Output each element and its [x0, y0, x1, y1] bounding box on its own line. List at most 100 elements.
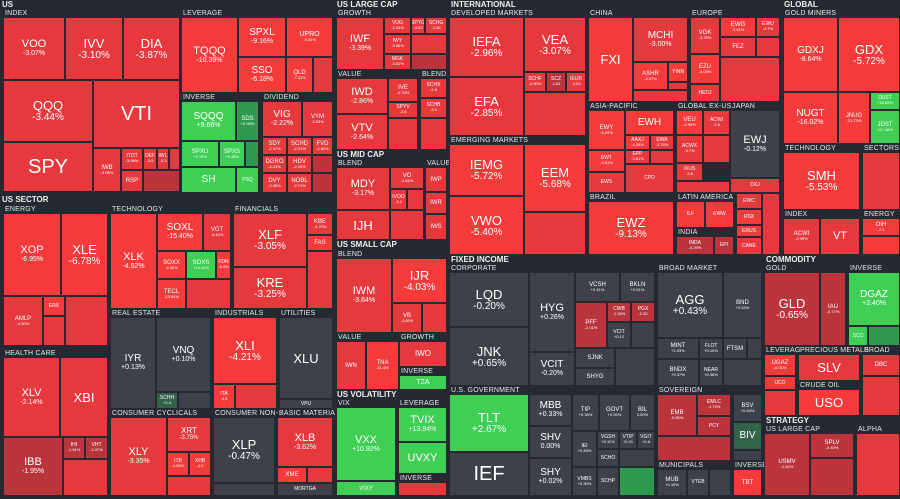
section-header-usmidcap[interactable]: US MID CAP — [337, 150, 385, 159]
tile-sco[interactable]: SCO — [848, 326, 868, 346]
section-header-latam[interactable]: LATIN AMERICA — [678, 194, 734, 201]
tile-xli[interactable]: XLI -4.21% — [213, 317, 277, 384]
tile-unlabeled[interactable] — [720, 57, 780, 102]
section-header-index2[interactable]: INDEX — [785, 211, 808, 218]
tile-tna[interactable]: TNA -11.4% — [366, 341, 399, 390]
tile-qld[interactable]: QLD -7.03% — [286, 57, 313, 93]
tile-ieur[interactable]: IEUR -3.03 — [566, 72, 586, 92]
section-header-leverage3[interactable]: LEVERAGE — [400, 400, 440, 407]
tile-vo[interactable]: VO -2.81% — [390, 167, 424, 189]
tile-iefa[interactable]: IEFA -2.96% — [449, 17, 524, 77]
section-header-commodity[interactable]: COMMODITY — [766, 255, 816, 264]
section-header-globalexus[interactable]: GLOBAL EX-US — [678, 103, 732, 110]
tile-schb[interactable]: SCHB -3.0 — [420, 98, 447, 118]
section-header-municipals[interactable]: MUNICIPALS — [659, 462, 704, 469]
tile-dxj[interactable]: DXJ — [730, 178, 780, 193]
section-header-realestate[interactable]: REAL ESTATE — [112, 310, 161, 317]
tile-tlt[interactable]: TLT +2.67% — [449, 394, 529, 452]
tile-oef[interactable]: OEF -3.5 — [143, 148, 157, 170]
tile-unlabeled[interactable] — [407, 189, 424, 210]
tile-spxu[interactable]: SPXU +9.19% — [181, 141, 219, 167]
tile-pff[interactable]: PFF -2.01% — [575, 302, 607, 348]
section-header-value3[interactable]: VALUE — [338, 334, 362, 341]
tile-unlabeled[interactable] — [65, 296, 108, 346]
section-header-vix[interactable]: VIX — [338, 400, 350, 407]
tile-iwn[interactable]: IWN — [336, 341, 366, 390]
tile-ews[interactable]: EWS — [588, 172, 625, 193]
tile-vnq[interactable]: VNQ +0.10% — [156, 317, 211, 392]
tile-schx[interactable]: SCHX -2.9 — [420, 78, 447, 98]
tile-gld[interactable]: GLD -0.65% — [764, 272, 820, 346]
section-header-europe[interactable]: EUROPE — [692, 10, 723, 17]
tile-iwr[interactable]: IWR — [425, 192, 447, 214]
tile-unlabeled[interactable] — [747, 338, 762, 359]
tile-unlabeled[interactable] — [657, 436, 731, 461]
tile-mdy[interactable]: MDY -3.17% — [336, 167, 390, 210]
tile-ewu[interactable]: EWU -3.7% — [756, 17, 780, 37]
section-header-growth3[interactable]: GROWTH — [401, 334, 435, 341]
tile-mchi[interactable]: MCHI -3.00% — [633, 17, 688, 62]
tile-lqd[interactable]: LQD -0.20% — [449, 272, 529, 327]
tile-soxs[interactable]: SOXS +14.13% — [186, 251, 216, 279]
tile-vig[interactable]: VIG -2.22% — [262, 101, 302, 137]
section-header-ussmallcap[interactable]: US SMALL CAP — [337, 240, 397, 249]
tile-vcsh[interactable]: VCSH +0.41% — [575, 272, 620, 302]
tile-tecl[interactable]: TECL -13.84% — [157, 279, 186, 309]
tile-cpd[interactable]: CPD — [625, 164, 674, 193]
tile-eww[interactable]: EWW — [705, 201, 734, 228]
tile-fdn[interactable]: FDN -5.9% — [216, 251, 231, 279]
tile-iemg[interactable]: IEMG -5.72% — [449, 144, 524, 196]
section-header-broad[interactable]: BROAD — [864, 347, 890, 354]
tile-vtip[interactable]: VTIP +0.41 — [619, 431, 637, 449]
tile-spxs[interactable]: SPXS +9.45% — [219, 141, 245, 167]
tile-iwf[interactable]: IWF -3.39% — [336, 17, 384, 70]
tile-nugt[interactable]: NUGT -16.02% — [783, 92, 838, 144]
tile-unlabeled[interactable] — [186, 279, 231, 309]
tile-uvxy[interactable]: UVXY — [398, 442, 447, 474]
section-header-uslargecap2[interactable]: US LARGE CAP — [766, 426, 821, 433]
tile-govt[interactable]: GOVT +0.92% — [599, 394, 630, 431]
section-header-uslargecap[interactable]: US LARGE CAP — [337, 0, 398, 9]
tile-unlabeled[interactable] — [390, 210, 424, 240]
section-header-index[interactable]: INDEX — [5, 10, 28, 17]
section-header-inverse6[interactable]: INVERSE — [850, 265, 883, 272]
tile-ivv[interactable]: IVV -3.10% — [65, 17, 123, 80]
tile-bsv[interactable]: BSV +0.44% — [733, 394, 762, 422]
section-header-sovereign[interactable]: SOVEREIGN — [659, 387, 703, 394]
tile-jnug[interactable]: JNUG -21.73% — [838, 92, 870, 144]
tile-fxi[interactable]: FXI — [588, 17, 633, 102]
tile-tbt[interactable]: TBT — [733, 469, 762, 496]
tile-cwb[interactable]: CWB -1.34% — [607, 302, 631, 322]
tile-unlabeled[interactable] — [650, 150, 674, 164]
tile-xme[interactable]: XME — [277, 467, 307, 483]
tile-ewj[interactable]: EWJ -0.12% — [730, 110, 780, 178]
tile-unlabeled[interactable] — [422, 303, 447, 333]
tile-unlabeled[interactable] — [756, 37, 780, 57]
tile-dbc[interactable]: DBC — [862, 354, 900, 376]
tile-iwl[interactable]: IWL -3.3 — [157, 148, 169, 170]
section-header-devmkts[interactable]: DEVELOPED MARKETS — [451, 10, 533, 17]
tile-itb[interactable]: ITB -4.63% — [167, 452, 189, 476]
section-header-basicmat[interactable]: BASIC MATERIA — [279, 410, 336, 417]
tile-usmv[interactable]: USMV -1.62% — [764, 433, 810, 496]
tile-shy[interactable]: SHY +0.02% — [529, 458, 572, 496]
tile-ijr[interactable]: IJR -4.03% — [392, 258, 447, 303]
tile-iwb[interactable]: IWB -3.08% — [93, 148, 121, 192]
tile-rsx[interactable]: RSX — [736, 209, 762, 225]
tile-unlabeled[interactable] — [676, 181, 730, 193]
tile-emb[interactable]: EMB -0.85% — [657, 394, 697, 436]
tile-unlabeled[interactable] — [167, 476, 211, 496]
tile-ewg[interactable]: EWG -3.91% — [720, 17, 756, 37]
tile-ive[interactable]: IVE -2.79% — [388, 78, 418, 102]
tile-fvd[interactable]: FVD -2.60% — [312, 137, 333, 155]
tile-vht[interactable]: VHT -2.07% — [85, 437, 108, 459]
tile-unlabeled[interactable] — [723, 359, 762, 386]
tile-amlp[interactable]: AMLP -4.90% — [3, 296, 43, 346]
section-header-alpha[interactable]: ALPHA — [858, 426, 882, 433]
tile-unlabeled[interactable] — [668, 82, 688, 90]
tile-schp[interactable]: SCHP — [597, 467, 619, 496]
tile-unlabeled[interactable] — [524, 212, 586, 255]
section-header-inverse1[interactable]: INVERSE — [183, 94, 216, 101]
tile-vb[interactable]: VB -3.65% — [392, 303, 422, 333]
tile-ihi[interactable]: IHI -1.81% — [63, 437, 85, 459]
